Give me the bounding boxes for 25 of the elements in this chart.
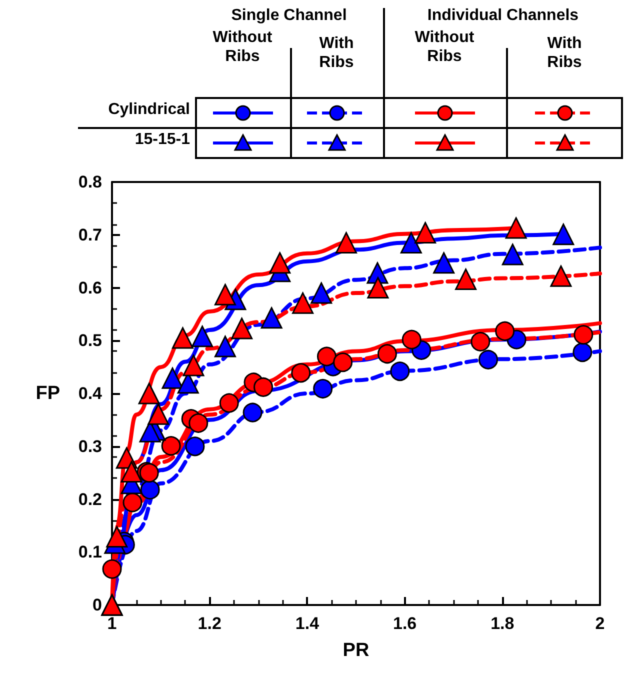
text: Single Channel (230, 6, 348, 25)
text: With Ribs (318, 34, 355, 72)
y-tick-label: 0.8 (78, 172, 102, 192)
y-tick-label: 0.4 (78, 384, 103, 403)
x-tick-label: 1.4 (295, 614, 320, 633)
y-tick-label: 0.7 (78, 225, 102, 244)
y-axis-title: FP (36, 383, 60, 404)
text: Cylindrical (107, 100, 190, 119)
y-tick-label: 0.1 (78, 542, 102, 562)
text: 15-15-1 (134, 130, 190, 149)
x-tick-label: 1.6 (392, 614, 417, 633)
y-tick-label: 0 (92, 596, 102, 614)
y-tick-label: 0.2 (78, 490, 102, 509)
y-tick-label: 0.6 (78, 278, 102, 298)
x-tick-label: 1.2 (198, 614, 222, 633)
text: Without Ribs (212, 28, 274, 66)
y-tick-label: 0.3 (78, 436, 102, 456)
x-tick-label: 1 (107, 614, 117, 633)
text: With Ribs (546, 34, 583, 72)
text: Individual Channels (426, 6, 580, 25)
x-tick-label: 1.8 (490, 614, 514, 633)
text: Without Ribs (414, 28, 476, 66)
x-tick-label: 2 (595, 614, 605, 633)
x-axis-title: PR (342, 640, 370, 661)
y-tick-label: 0.5 (78, 331, 102, 350)
